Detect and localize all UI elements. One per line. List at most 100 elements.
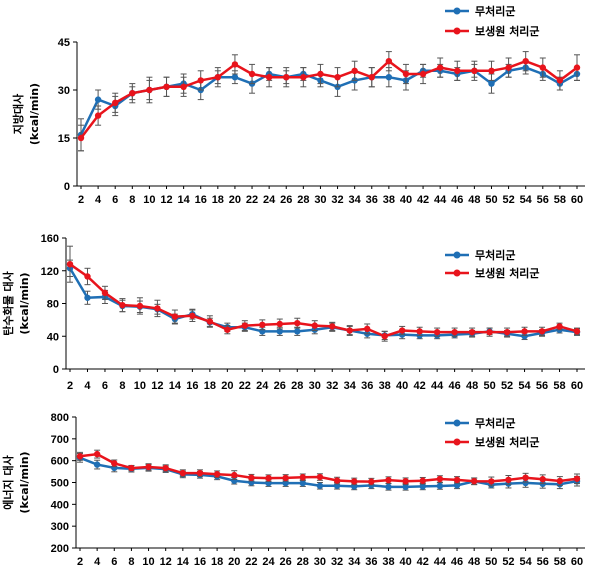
data-point <box>299 474 306 481</box>
x-tick-label: 42 <box>417 194 429 206</box>
y-axis-unit: (kcal/min) <box>18 451 31 513</box>
legend-label: 보생원 처리군 <box>475 266 540 280</box>
x-tick-label: 46 <box>448 380 460 392</box>
legend-entry: 무처리군 <box>445 416 515 430</box>
y-tick-label: 40 <box>47 331 59 343</box>
data-point <box>213 471 221 478</box>
data-point <box>351 478 358 485</box>
data-point <box>522 479 529 487</box>
data-point <box>505 476 512 484</box>
data-point <box>276 328 283 335</box>
x-tick-label: 28 <box>297 194 309 206</box>
data-point <box>419 70 427 78</box>
data-point <box>248 474 255 481</box>
x-tick-label: 42 <box>417 556 429 568</box>
series-treated <box>66 245 581 342</box>
data-point <box>94 112 102 119</box>
data-point <box>488 478 495 485</box>
x-tick-label: 32 <box>326 380 338 392</box>
x-tick-label: 48 <box>468 556 480 568</box>
legend-entry: 무처리군 <box>445 248 515 262</box>
data-point <box>419 483 426 490</box>
x-tick-label: 58 <box>553 380 565 392</box>
data-point <box>136 302 144 310</box>
data-point <box>522 58 529 65</box>
data-point <box>419 477 426 484</box>
data-point <box>231 61 239 68</box>
data-point <box>231 74 239 81</box>
x-tick-label: 22 <box>245 556 257 568</box>
series-treated <box>76 449 581 487</box>
x-tick-label: 46 <box>451 194 463 206</box>
legend-label: 무처리군 <box>475 416 515 430</box>
x-tick-label: 58 <box>554 556 566 568</box>
x-tick-label: 18 <box>204 380 216 392</box>
x-tick-label: 48 <box>468 194 480 206</box>
x-tick-label: 30 <box>314 556 326 568</box>
data-point <box>470 477 478 485</box>
series-treated <box>77 51 581 152</box>
y-tick-label: 160 <box>41 233 59 245</box>
x-tick-label: 4 <box>95 194 102 206</box>
y-tick-label: 800 <box>51 412 69 424</box>
x-tick-label: 6 <box>111 556 117 568</box>
data-point <box>316 473 324 481</box>
data-point <box>129 90 136 97</box>
x-tick-label: 40 <box>399 556 411 568</box>
x-tick-label: 34 <box>349 194 362 206</box>
data-point <box>468 328 476 336</box>
data-point <box>84 294 91 301</box>
data-point <box>241 322 249 329</box>
data-point <box>573 475 581 482</box>
y-tick-label: 300 <box>51 521 69 533</box>
data-point <box>454 67 461 75</box>
data-point <box>538 328 546 335</box>
x-tick-label: 28 <box>297 556 309 568</box>
y-tick-label: 45 <box>58 37 70 49</box>
data-point <box>259 321 266 328</box>
data-point <box>101 289 109 297</box>
x-tick-label: 46 <box>451 556 463 568</box>
data-point <box>505 64 512 71</box>
data-point <box>433 328 441 336</box>
x-tick-label: 44 <box>434 556 447 568</box>
data-point <box>179 469 187 477</box>
data-point <box>93 461 101 468</box>
data-point <box>346 327 353 334</box>
data-point <box>248 70 256 78</box>
x-tick-label: 52 <box>501 380 513 392</box>
legend-entry: 보생원 처리군 <box>445 266 540 280</box>
data-point <box>368 74 375 81</box>
data-point <box>317 70 324 78</box>
data-point <box>522 474 529 481</box>
x-tick-label: 10 <box>134 380 146 392</box>
x-tick-label: 50 <box>485 556 497 568</box>
x-tick-label: 40 <box>396 380 408 392</box>
y-tick-label: 120 <box>41 266 59 278</box>
x-tick-label: 36 <box>365 556 377 568</box>
data-point <box>171 313 179 320</box>
x-tick-label: 26 <box>280 556 292 568</box>
x-tick-label: 42 <box>414 380 426 392</box>
data-point <box>486 328 493 336</box>
data-point <box>521 328 528 335</box>
data-point <box>381 333 388 340</box>
data-point <box>471 67 478 75</box>
data-point <box>556 477 564 485</box>
x-tick-label: 34 <box>344 380 357 392</box>
data-point <box>573 64 581 71</box>
x-tick-label: 26 <box>280 194 292 206</box>
data-point <box>111 460 118 467</box>
x-tick-label: 4 <box>84 380 91 392</box>
x-tick-label: 54 <box>518 380 531 392</box>
data-point <box>154 305 161 312</box>
y-tick-label: 400 <box>51 499 69 511</box>
data-point <box>556 77 564 84</box>
x-tick-label: 20 <box>221 380 233 392</box>
data-point <box>265 474 272 482</box>
x-tick-label: 48 <box>466 380 478 392</box>
data-point <box>402 70 410 78</box>
data-point <box>316 482 324 489</box>
